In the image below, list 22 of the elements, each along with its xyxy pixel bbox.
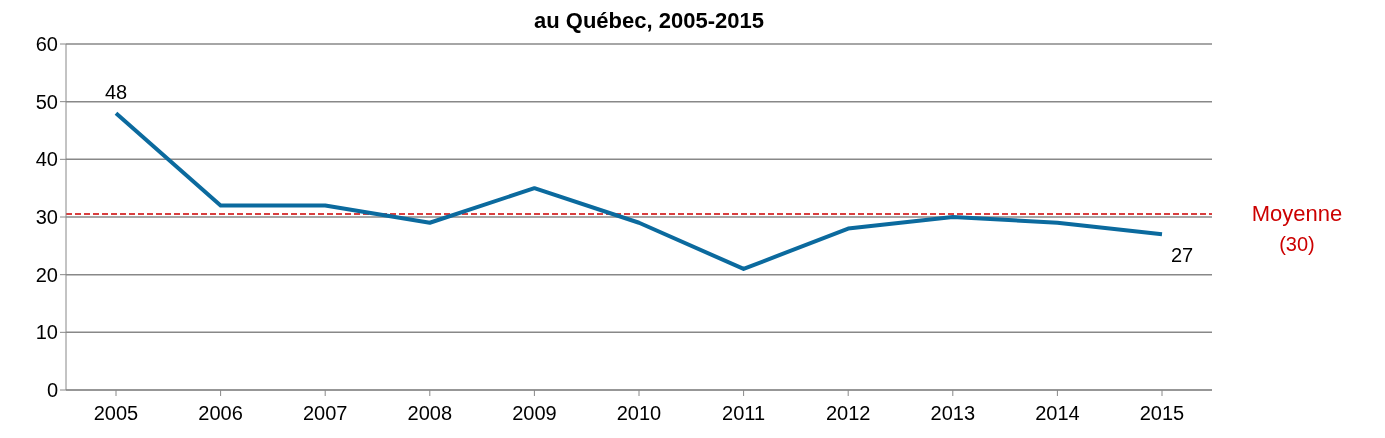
y-tick-label: 0 [46, 379, 58, 402]
x-tick-label: 2005 [93, 402, 139, 425]
x-tick-label: 2007 [302, 402, 348, 425]
x-tick-label: 2012 [825, 402, 871, 425]
x-tick-label: 2014 [1035, 402, 1080, 425]
x-tick-label: 2011 [722, 402, 766, 425]
data-label: 27 [1170, 244, 1194, 267]
x-tick-label: 2009 [512, 402, 557, 425]
y-tick-label: 50 [35, 90, 58, 113]
x-tick-label: 2008 [407, 402, 453, 425]
y-tick-label: 30 [35, 206, 58, 229]
y-tick-label: 20 [35, 263, 58, 286]
x-tick-label: 2015 [1139, 402, 1185, 425]
y-tick-label: 60 [35, 33, 58, 56]
x-tick-label: 2013 [930, 402, 976, 425]
ref-line-label: Moyenne (30) [1251, 201, 1343, 256]
x-tick-label: 2006 [198, 402, 243, 425]
y-tick-label: 10 [35, 321, 58, 344]
chart-title: au Québec, 2005-2015 [533, 8, 765, 34]
data-label: 48 [104, 81, 128, 104]
y-tick-label: 40 [35, 148, 58, 171]
x-tick-label: 2010 [616, 402, 662, 425]
